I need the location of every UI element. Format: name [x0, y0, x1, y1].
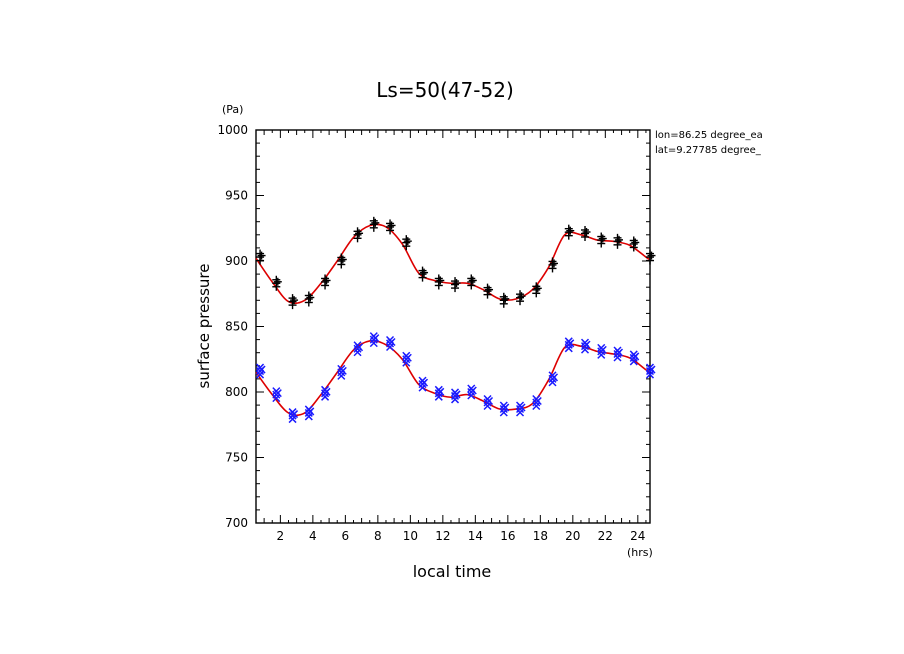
fit-lines-layer: [255, 223, 651, 417]
lower-marker: [564, 337, 575, 353]
upper-marker: [386, 219, 396, 235]
lower-marker: [548, 371, 559, 387]
lower-marker: [597, 343, 607, 359]
upper-marker: [483, 283, 494, 299]
upper-marker: [548, 257, 559, 273]
lower-marker: [483, 394, 494, 411]
upper-marker: [434, 274, 445, 290]
y-tick-label: 750: [225, 451, 248, 465]
y-tick-label: 1000: [217, 123, 248, 137]
lower-marker: [386, 335, 396, 352]
x-tick-label: 4: [309, 529, 317, 543]
plot-frame: [255, 129, 651, 524]
lower-fit-line: [255, 339, 651, 417]
lower-marker: [288, 408, 299, 424]
y-axis-label: surface pressure: [195, 264, 213, 389]
upper-marker: [272, 275, 282, 291]
y-tick-label: 950: [225, 189, 248, 203]
x-axis-unit: (hrs): [627, 546, 653, 559]
upper-marker: [321, 274, 331, 290]
x-tick-label: 2: [277, 529, 285, 543]
upper-marker: [629, 236, 640, 252]
lower-marker: [629, 350, 640, 366]
lower-marker: [580, 338, 591, 354]
longitude-annotation: lon=86.25 degree_ea: [655, 130, 763, 141]
lower-marker: [467, 384, 477, 400]
x-tick-label: 12: [435, 529, 450, 543]
upper-marker: [256, 249, 266, 265]
y-tick-label: 850: [225, 320, 248, 334]
lower-marker: [532, 394, 542, 411]
lower-marker: [353, 341, 364, 357]
upper-marker: [516, 290, 526, 306]
upper-marker: [353, 227, 364, 243]
upper-marker: [369, 216, 380, 232]
lower-marker: [645, 363, 656, 379]
upper-marker: [581, 225, 591, 241]
lower-marker: [272, 387, 282, 403]
x-tick-label: 14: [468, 529, 483, 543]
x-axis-label: local time: [413, 562, 492, 581]
latitude-annotation: lat=9.27785 degree_: [655, 145, 762, 156]
x-tick-label: 24: [630, 529, 645, 543]
lower-marker: [515, 401, 526, 417]
lower-marker: [451, 388, 461, 404]
x-tick-label: 22: [598, 529, 613, 543]
x-tick-label: 10: [403, 529, 418, 543]
upper-marker: [304, 291, 315, 307]
lower-marker: [321, 385, 331, 401]
lower-marker: [613, 346, 624, 362]
lower-marker: [499, 401, 510, 417]
tick-labels-layer: 2 4 6 8 10 12 14 16 18 20 22 2470075080085090095010…: [217, 123, 645, 543]
lower-marker: [402, 351, 412, 367]
y-tick-label: 700: [225, 516, 248, 530]
y-tick-label: 900: [225, 254, 248, 268]
chart-title: Ls=50(47-52): [376, 78, 514, 102]
y-tick-label: 800: [225, 385, 248, 399]
y-axis-unit: (Pa): [222, 103, 243, 116]
x-tick-label: 16: [500, 529, 515, 543]
lower-marker: [256, 363, 266, 379]
upper-marker: [597, 232, 607, 248]
ticks-layer: [256, 129, 650, 524]
x-tick-label: 8: [374, 529, 382, 543]
upper-marker: [418, 266, 429, 282]
x-tick-label: 20: [565, 529, 580, 543]
upper-marker: [613, 233, 624, 249]
upper-marker: [451, 277, 461, 293]
upper-marker: [532, 282, 542, 298]
upper-marker: [467, 274, 477, 290]
lower-marker: [304, 405, 315, 421]
upper-marker: [646, 249, 656, 265]
markers-layer: [256, 216, 656, 424]
lower-marker: [369, 332, 380, 348]
x-tick-label: 18: [533, 529, 548, 543]
upper-fit-line: [255, 223, 651, 305]
upper-marker: [337, 253, 347, 269]
lower-marker: [418, 376, 429, 392]
upper-marker: [564, 224, 575, 240]
upper-marker: [499, 292, 510, 308]
upper-marker: [288, 294, 299, 310]
upper-marker: [402, 235, 412, 251]
plot-frame-layer: [255, 129, 651, 524]
x-tick-label: 6: [342, 529, 350, 543]
lower-marker: [434, 385, 445, 401]
lower-marker: [337, 364, 347, 380]
